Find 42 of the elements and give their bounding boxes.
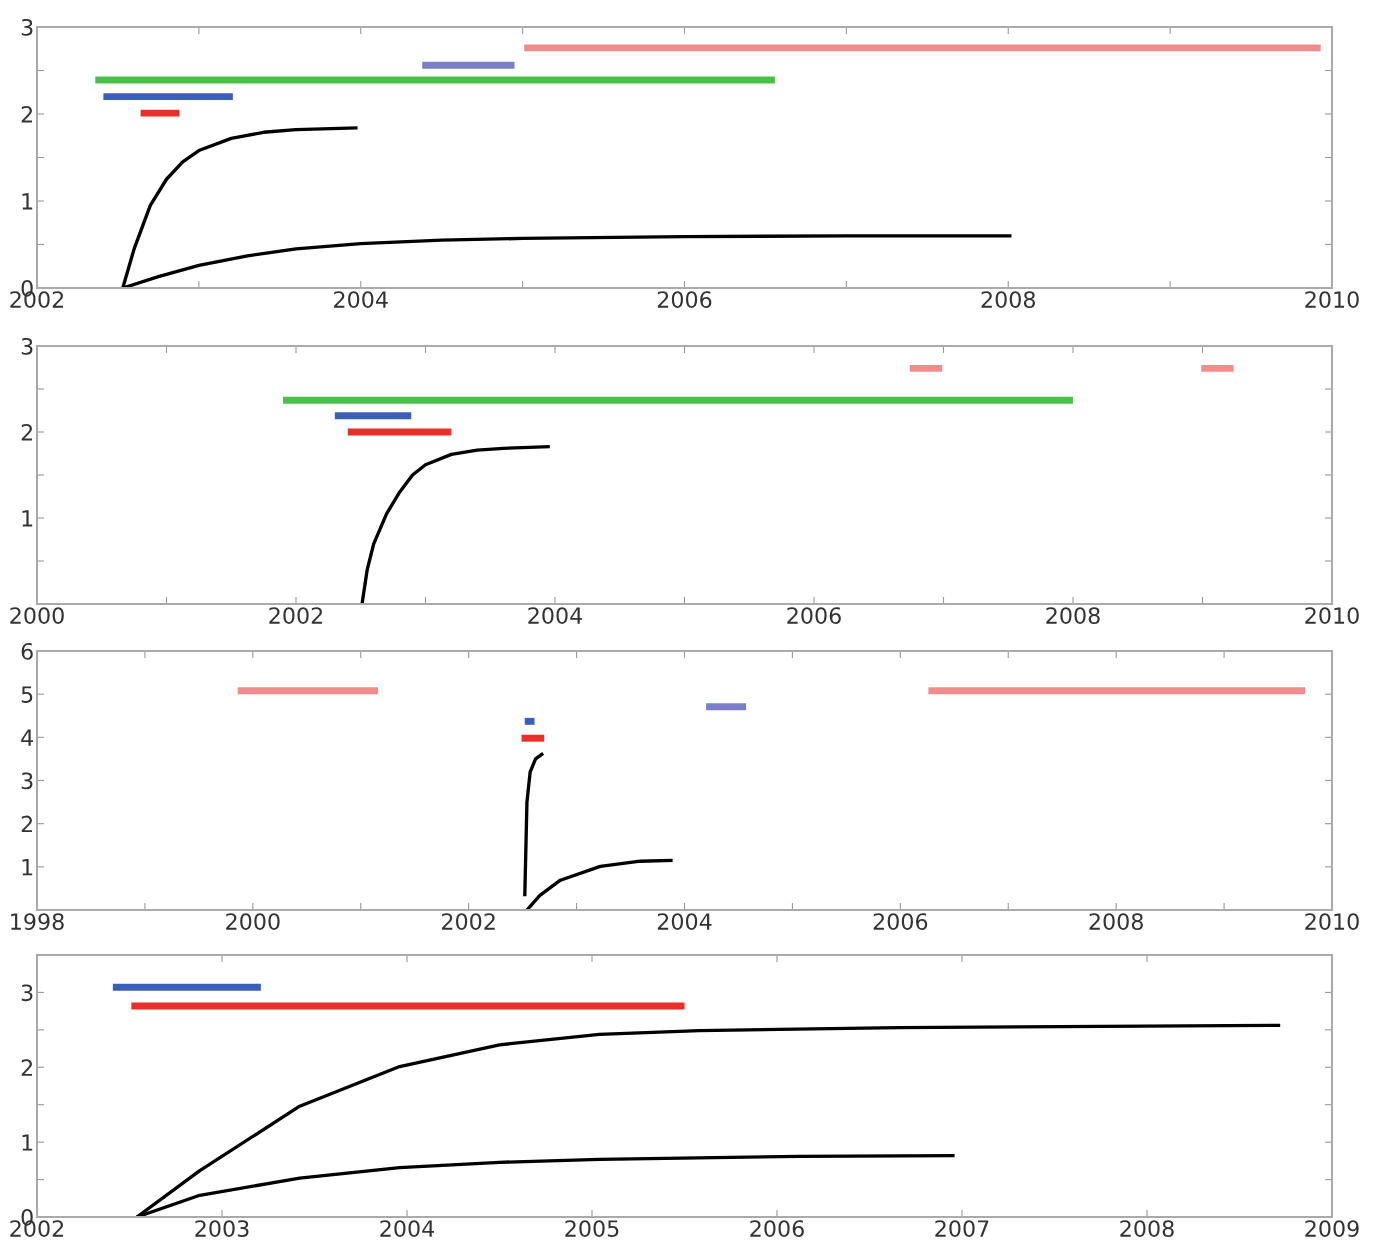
x-tick-label: 2002 (269, 607, 323, 624)
y-tick-label: 2 (21, 105, 32, 123)
x-tick-label: 2004 (380, 1220, 435, 1237)
x-tick-label: 2010 (1305, 291, 1359, 308)
x-tick-label: 2008 (1089, 913, 1143, 930)
y-tick-label: 1 (22, 859, 33, 876)
y-tick-label: 3 (21, 984, 33, 1002)
x-tick-label: 2004 (657, 913, 712, 930)
x-tick-label: 2006 (657, 291, 712, 308)
x-tick-label: 2000 (10, 607, 64, 624)
y-tick-label: 4 (21, 729, 33, 746)
x-tick-label: 2010 (1305, 607, 1359, 624)
x-tick-label: 2008 (1120, 1220, 1174, 1237)
y-tick-label: 1 (22, 1134, 33, 1151)
x-tick-label: 2006 (750, 1220, 804, 1237)
x-tick-label: 2008 (1046, 607, 1100, 624)
x-tick-label: 2008 (981, 291, 1036, 308)
line-series (525, 858, 675, 910)
x-tick-label: 2010 (1305, 913, 1359, 930)
x-tick-label: 2000 (226, 913, 280, 930)
x-tick-label: 2004 (334, 291, 388, 308)
y-tick-label: 1 (22, 510, 33, 527)
x-tick-label: 2009 (1305, 1220, 1359, 1237)
y-tick-label: 3 (21, 772, 33, 790)
y-tick-label: 3 (21, 18, 33, 36)
y-tick-label: 3 (21, 337, 33, 355)
x-tick-label: 2006 (873, 913, 928, 930)
line-series (523, 751, 545, 898)
y-tick-label: 1 (22, 193, 33, 210)
x-tick-label: 2006 (787, 607, 841, 624)
y-tick-label: 6 (21, 642, 33, 660)
x-tick-label: 2004 (528, 607, 583, 624)
x-tick-label: 1998 (11, 913, 64, 930)
y-tick-label: 5 (21, 686, 33, 703)
y-tick-label: 2 (21, 815, 32, 833)
x-tick-label: 2002 (442, 913, 495, 930)
y-tick-label: 2 (21, 423, 32, 441)
x-tick-label: 2007 (935, 1220, 989, 1237)
y-tick-label: 2 (21, 1059, 32, 1076)
line-series (360, 444, 552, 604)
x-tick-label: 2005 (565, 1220, 619, 1237)
x-tick-label: 2003 (195, 1220, 249, 1237)
